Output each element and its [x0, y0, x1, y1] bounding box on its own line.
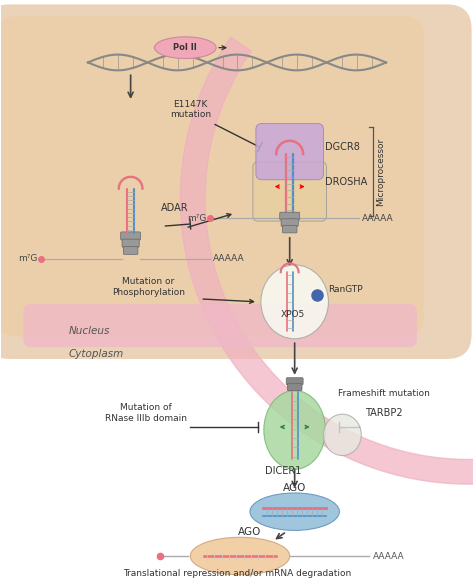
Text: m⁷G: m⁷G — [18, 254, 37, 263]
Ellipse shape — [155, 37, 216, 58]
Text: Cytoplasm: Cytoplasm — [69, 349, 124, 359]
Text: AAAAA: AAAAA — [373, 551, 405, 561]
Text: DICER1: DICER1 — [264, 467, 301, 477]
FancyBboxPatch shape — [123, 246, 138, 255]
FancyBboxPatch shape — [0, 16, 424, 336]
FancyBboxPatch shape — [287, 384, 302, 391]
Text: m⁷G: m⁷G — [187, 214, 206, 223]
FancyBboxPatch shape — [283, 225, 297, 233]
FancyBboxPatch shape — [286, 378, 303, 385]
Polygon shape — [181, 37, 474, 484]
Text: E1147K
mutation: E1147K mutation — [170, 100, 211, 120]
Text: RanGTP: RanGTP — [328, 284, 363, 294]
FancyBboxPatch shape — [256, 124, 323, 180]
Ellipse shape — [190, 537, 290, 575]
Text: AGO: AGO — [283, 483, 306, 493]
Text: DGCR8: DGCR8 — [326, 142, 360, 152]
Text: AAAAA: AAAAA — [213, 254, 245, 263]
Text: AGO: AGO — [238, 527, 262, 537]
FancyBboxPatch shape — [0, 4, 472, 359]
Text: AAAAA: AAAAA — [362, 214, 394, 223]
Ellipse shape — [323, 414, 361, 456]
FancyBboxPatch shape — [23, 304, 417, 347]
Text: Frameshift mutation: Frameshift mutation — [338, 389, 430, 398]
Text: Nucleus: Nucleus — [69, 326, 110, 336]
Text: XPO5: XPO5 — [281, 310, 305, 319]
FancyBboxPatch shape — [122, 239, 139, 247]
FancyBboxPatch shape — [253, 162, 327, 221]
Text: TARBP2: TARBP2 — [365, 408, 403, 418]
Text: Mutation of
RNase IIIb domain: Mutation of RNase IIIb domain — [105, 404, 187, 423]
Ellipse shape — [250, 493, 339, 530]
Text: ADAR: ADAR — [161, 203, 188, 213]
Text: Microprocessor: Microprocessor — [376, 138, 385, 206]
FancyBboxPatch shape — [280, 212, 300, 220]
Ellipse shape — [261, 265, 328, 339]
FancyBboxPatch shape — [281, 219, 298, 227]
Ellipse shape — [264, 391, 326, 470]
FancyBboxPatch shape — [121, 232, 141, 240]
Text: Mutation or
Phosphorylation: Mutation or Phosphorylation — [112, 277, 185, 297]
Text: DROSHA: DROSHA — [326, 177, 368, 187]
Text: Translational repression and/or mRNA degradation: Translational repression and/or mRNA deg… — [123, 569, 351, 578]
Text: Pol II: Pol II — [173, 43, 197, 52]
